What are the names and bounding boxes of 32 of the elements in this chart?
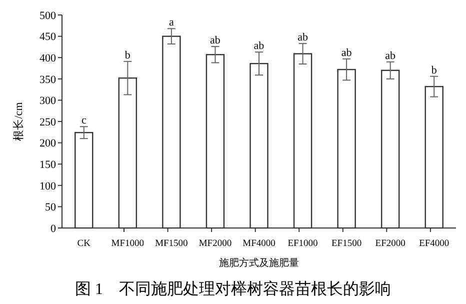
y-tick-label: 250 [40, 116, 56, 128]
x-tick-label: EF1000 [288, 239, 318, 249]
annotation: b [431, 64, 438, 76]
x-tick-label: MF2000 [198, 239, 232, 249]
annotation: ab [385, 50, 396, 62]
annotation: ab [341, 46, 352, 59]
x-tick-label: CK [77, 239, 91, 249]
y-tick-label: 200 [40, 138, 56, 150]
y-tick-label: 300 [40, 95, 56, 108]
annotation: c [81, 114, 86, 127]
annotation: b [124, 49, 131, 62]
annotation: ab [298, 32, 308, 44]
annotation: ab [210, 34, 221, 47]
x-tick-label: MF4000 [242, 239, 276, 249]
x-tick-label: MF1000 [111, 239, 144, 249]
y-tick-label: 350 [40, 74, 56, 86]
annotation: ab [254, 40, 265, 52]
y-tick-label: 50 [45, 202, 56, 214]
x-tick-label: EF1500 [332, 239, 362, 249]
x-axis-title: 施肥方式及施肥量 [219, 257, 299, 269]
y-tick-label: 0 [50, 222, 56, 235]
y-axis-title: 根长/cm [12, 102, 25, 141]
annotation: a [169, 16, 174, 29]
y-tick-label: 150 [40, 158, 56, 171]
y-tick-label: 400 [40, 52, 56, 64]
x-tick-label: EF4000 [419, 239, 450, 249]
text: 图 1 不同施肥处理对榉树容器苗根长的影响 [75, 280, 391, 298]
y-tick-label: 500 [40, 10, 56, 22]
x-tick-label: EF2000 [375, 239, 406, 249]
y-tick-label: 450 [40, 31, 56, 44]
x-tick-label: MF1500 [155, 239, 188, 249]
y-tick-label: 100 [40, 180, 56, 192]
